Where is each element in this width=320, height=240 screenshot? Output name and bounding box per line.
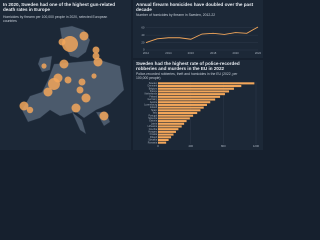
chart-title: Sweden had the highest rate of police-re…	[136, 61, 240, 71]
bubble	[48, 78, 60, 90]
bar	[158, 125, 182, 128]
x-tick-label: 2018	[210, 51, 217, 55]
bar	[158, 82, 255, 85]
bubble	[41, 63, 47, 69]
bubble	[43, 87, 53, 97]
bar	[158, 103, 207, 106]
y-tick-label: Hungary	[148, 130, 158, 133]
bar	[158, 84, 242, 88]
x-tick-label: 2020	[232, 51, 239, 55]
bar	[158, 122, 185, 125]
x-tick-label: 2016	[188, 51, 195, 55]
y-tick-label: Netherlands	[145, 93, 158, 96]
y-tick-label: Luxembourg	[144, 104, 157, 107]
y-tick-label: Slovenia	[148, 118, 158, 120]
x-tick-label: 2014	[165, 51, 172, 55]
bar	[158, 98, 216, 101]
y-tick-label: 40	[141, 33, 145, 37]
x-tick-label: 2012	[143, 51, 150, 55]
y-tick-label: Ireland	[150, 106, 158, 109]
y-tick-label: Romania	[148, 142, 158, 144]
bar	[158, 106, 204, 109]
bubble	[62, 36, 78, 52]
bubble	[99, 111, 109, 121]
bar	[158, 141, 167, 144]
bubble	[19, 101, 29, 111]
bubble	[81, 93, 91, 103]
bar	[158, 101, 211, 104]
bar	[158, 138, 169, 142]
bar	[158, 93, 225, 96]
y-tick-label: Poland	[150, 137, 158, 139]
y-tick-label: Denmark	[148, 85, 158, 88]
y-tick-label: Estonia	[149, 120, 157, 123]
bar	[158, 114, 194, 117]
y-tick-label: Finland	[149, 96, 157, 98]
bar	[158, 90, 230, 93]
x-tick-label: 400	[188, 144, 193, 148]
chart-title: Annual firearm homicides have doubled ov…	[136, 2, 254, 12]
bar	[158, 136, 172, 139]
bubble	[78, 78, 86, 86]
bar	[158, 87, 234, 90]
bar	[158, 111, 198, 115]
bar	[158, 130, 176, 133]
y-tick-label: Germany	[148, 98, 158, 101]
y-tick-label: Italy	[153, 112, 158, 115]
y-tick-label: 60	[141, 25, 145, 29]
y-tick-label: Austria	[150, 101, 158, 104]
bubble	[58, 38, 66, 46]
y-tick-label: Sweden	[149, 83, 158, 85]
y-tick-label: 20	[141, 40, 145, 44]
chart-subtitle: Homicides by firearm per 100,000 people …	[3, 15, 107, 23]
x-tick-label: 2022	[255, 51, 262, 55]
bubble	[59, 59, 69, 69]
y-tick-label: Czechia	[149, 129, 158, 131]
dashboard: In 2020, Sweden had one of the highest g…	[3, 0, 263, 149]
chart-subtitle: Number of homicides by firearm in Sweden…	[136, 13, 215, 17]
bar	[158, 117, 190, 120]
x-tick-label: 800	[221, 144, 226, 148]
y-tick-label: Lithuania	[148, 125, 158, 128]
bubble	[64, 76, 72, 84]
chart-title: In 2020, Sweden had one of the highest g…	[3, 2, 115, 12]
y-tick-label: Latvia	[151, 122, 158, 125]
y-tick-label: Croatia	[150, 133, 158, 136]
line	[145, 26, 259, 43]
bar	[158, 120, 187, 123]
bubble	[26, 106, 34, 114]
bubble	[76, 86, 84, 94]
y-tick-label: Spain	[151, 110, 158, 112]
y-tick-label: Slovakia	[148, 140, 157, 142]
bar	[158, 128, 179, 131]
line-panel	[133, 0, 263, 58]
y-tick-label: 0	[143, 48, 145, 52]
bubble	[92, 46, 100, 54]
bubble	[79, 31, 89, 41]
y-tick-label: Portugal	[148, 114, 157, 117]
bubble	[93, 57, 103, 67]
y-tick-label: France	[150, 90, 158, 93]
x-tick-label: 0	[157, 144, 159, 148]
bar	[158, 133, 174, 136]
chart-subtitle: Police-recorded robberies, theft and hom…	[136, 72, 238, 80]
bubble	[91, 73, 97, 79]
bar	[158, 95, 221, 98]
bubble	[71, 103, 81, 113]
y-tick-label: Belgium	[149, 88, 157, 90]
x-tick-label: 1200	[253, 144, 260, 148]
bar	[158, 109, 201, 112]
